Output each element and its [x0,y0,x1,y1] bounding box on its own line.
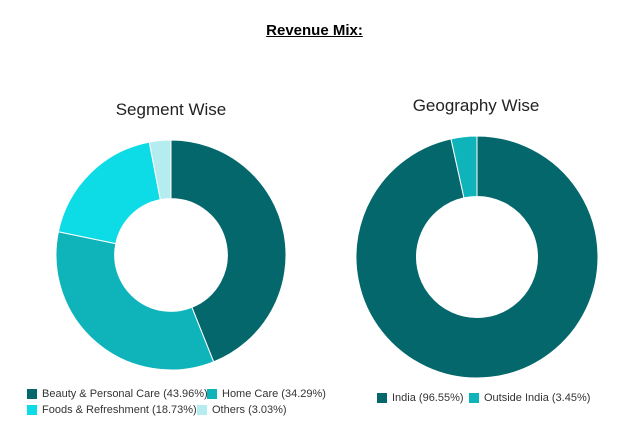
legend-swatch [377,393,387,403]
legend-label: India (96.55%) [392,392,464,404]
legend-item-beauty: Beauty & Personal Care (43.96%) [27,388,208,400]
slice-india [355,135,599,379]
geography-donut-chart [355,135,599,379]
legend-item-india: India (96.55%) [377,392,464,404]
slice-foods-refreshment [57,141,161,245]
legend-label: Beauty & Personal Care (43.96%) [42,388,208,400]
legend-item-others: Others (3.03%) [197,404,287,416]
segment-donut-chart [55,139,287,371]
page-title: Revenue Mix: [266,22,363,39]
legend-label: Others (3.03%) [212,404,287,416]
slice-outside-india [450,135,478,199]
legend-swatch [27,405,37,415]
legend-swatch [197,405,207,415]
legend-swatch [27,389,37,399]
legend-label: Foods & Refreshment (18.73%) [42,404,197,416]
legend-item-home-care: Home Care (34.29%) [207,388,326,400]
geography-chart-title: Geography Wise [412,96,540,115]
legend-item-foods: Foods & Refreshment (18.73%) [27,404,197,416]
slice-beauty-personal-care [170,139,287,363]
legend-item-outside-india: Outside India (3.45%) [469,392,590,404]
slice-home-care [55,231,215,371]
legend-label: Outside India (3.45%) [484,392,591,404]
legend-swatch [469,393,479,403]
legend-swatch [207,389,217,399]
segment-chart-title: Segment Wise [115,100,227,119]
legend-label: Home Care (34.29%) [222,388,326,400]
slice-others [148,139,172,201]
